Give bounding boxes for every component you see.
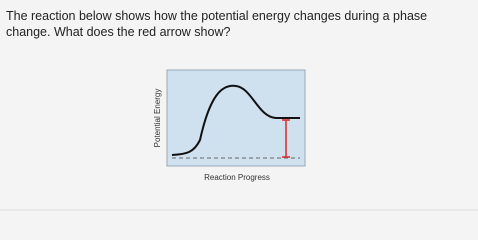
page: {"question": {"line1": "The reaction bel… <box>0 8 478 211</box>
red-arrow <box>282 119 290 158</box>
energy-curve <box>171 84 300 156</box>
x-axis-label: Reaction Progress <box>204 173 270 182</box>
diagram: Potential Energy Reaction Progress <box>0 69 478 211</box>
question-line: The reaction below shows how the potenti… <box>6 9 428 23</box>
question-text: The reaction below shows how the potenti… <box>6 8 427 40</box>
question-line: change. What does the red arrow show? <box>6 25 231 39</box>
y-axis-label: Potential Energy <box>153 89 162 148</box>
